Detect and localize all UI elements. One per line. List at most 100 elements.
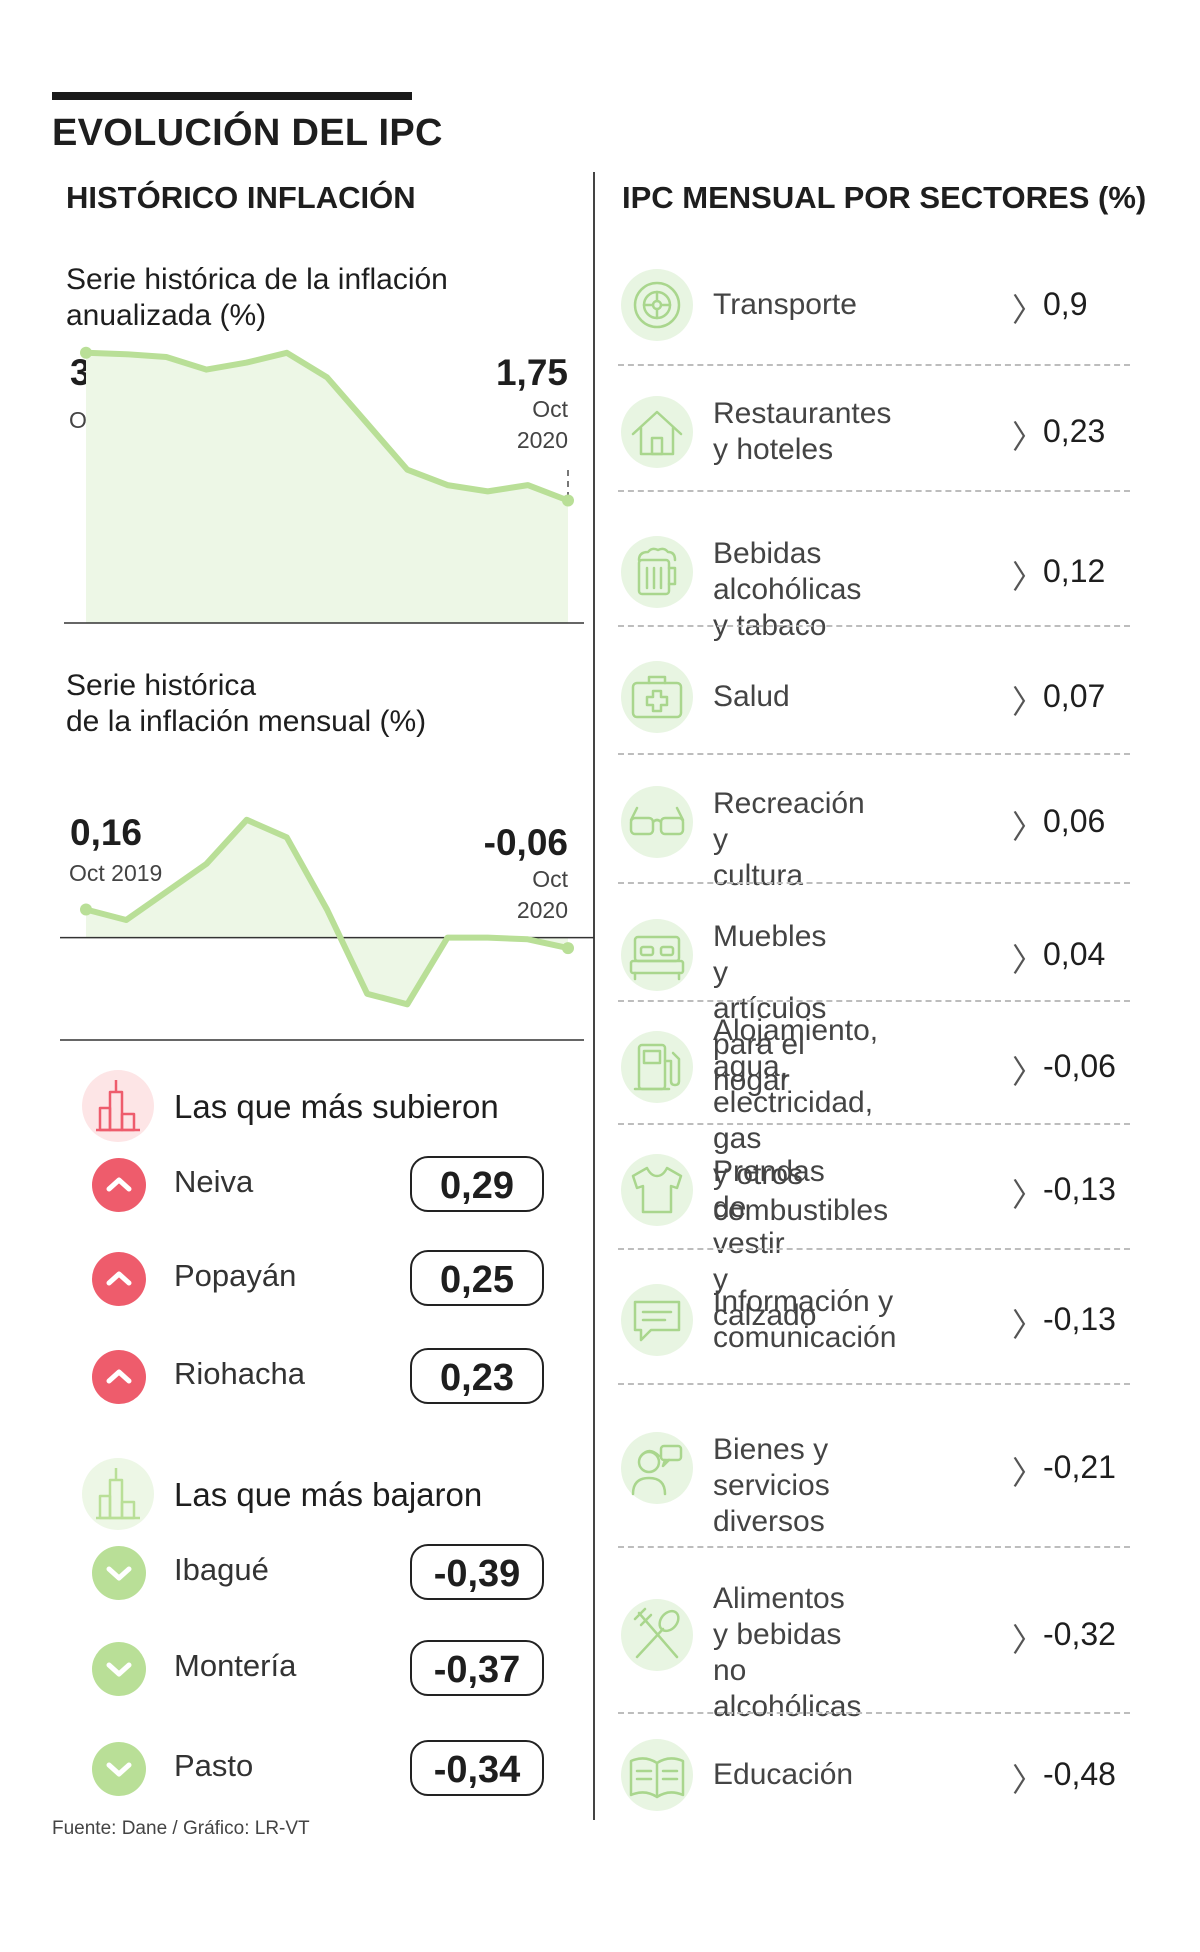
sector-name: Educación [713, 1757, 853, 1793]
beer-mug-icon [621, 536, 693, 608]
chat-bubble-icon [621, 1284, 693, 1356]
city-name: Popayán [174, 1258, 297, 1293]
monthly-end-value: -0,06 [483, 822, 568, 863]
cities-up-title: Las que más subieron [174, 1088, 499, 1125]
bed-icon [621, 919, 693, 991]
fuel-pump-icon [621, 1031, 693, 1103]
arrow-down-icon [92, 1742, 146, 1796]
city-name: Ibagué [174, 1552, 269, 1587]
sector-divider [618, 1712, 1130, 1714]
city-value: -0,37 [410, 1640, 544, 1696]
column-divider [593, 172, 595, 1820]
sector-divider [618, 625, 1130, 627]
sector-name-line: Salud [713, 680, 790, 713]
sector-name-line: Educación [713, 1758, 854, 1791]
series-area [86, 352, 568, 623]
arrow-up-icon [92, 1350, 146, 1404]
chevron-right-icon: 〉 [1012, 292, 1045, 328]
city-value: -0,39 [410, 1544, 544, 1600]
monthly-chart-title: Serie histórica de la inflación mensual … [66, 668, 426, 740]
sector-value: 0,07 [1043, 678, 1106, 714]
source-note: Fuente: Dane / Gráfico: LR-VT [52, 1818, 310, 1839]
sector-value: -0,48 [1043, 1756, 1116, 1792]
sector-value: -0,13 [1043, 1301, 1116, 1337]
sector-divider [618, 1383, 1130, 1385]
sector-name: Muebles y artículos para el hogar [713, 919, 826, 1099]
chevron-right-icon: 〉 [1012, 1622, 1045, 1658]
monthly-start-label: Oct 2019 [69, 860, 163, 886]
chevron-right-icon: 〉 [1012, 1455, 1045, 1491]
first-aid-kit-icon [621, 661, 693, 733]
chevron-right-icon: 〉 [1012, 942, 1045, 978]
sector-divider [618, 1000, 1130, 1002]
arrow-up-icon [92, 1158, 146, 1212]
chevron-right-icon: 〉 [1012, 419, 1045, 455]
sector-name: Recreación y cultura [713, 786, 865, 894]
sector-name-line: diversos [713, 1505, 825, 1538]
buildings-down-icon [82, 1458, 154, 1530]
book-icon [621, 1739, 693, 1811]
person-service-icon [621, 1432, 693, 1504]
sector-divider [618, 753, 1130, 755]
chevron-right-icon: 〉 [1012, 809, 1045, 845]
sector-name-line: comunicación [713, 1321, 897, 1354]
sector-divider [618, 1248, 1130, 1250]
monthly-end-label-year: 2020 [516, 897, 568, 923]
sector-name: Alojamiento, agua, electricidad, gas y otr… [713, 1013, 888, 1229]
sector-name-line: cultura [713, 859, 804, 892]
city-name: Pasto [174, 1748, 254, 1783]
house-icon [621, 396, 693, 468]
annual-end-value: 1,75 [495, 352, 568, 393]
glasses-icon [621, 786, 693, 858]
sector-value: 0,06 [1043, 803, 1106, 839]
sector-value: 0,04 [1043, 936, 1106, 972]
data-point [562, 494, 574, 507]
chevron-right-icon: 〉 [1012, 1307, 1045, 1343]
sector-name: Alimentos y bebidas no alcohólicas [713, 1581, 861, 1725]
wheel-icon [621, 269, 693, 341]
sector-name-line: para el hogar [713, 1028, 805, 1097]
sector-divider [618, 882, 1130, 884]
title-rule [52, 92, 412, 100]
annual-chart-title-line-2: anualizada (%) [66, 299, 267, 332]
page-title: EVOLUCIÓN DEL IPC [52, 112, 443, 154]
sector-value: -0,13 [1043, 1171, 1116, 1207]
monthly-end-label-month: Oct [532, 866, 568, 892]
sector-name-line: electricidad, gas [713, 1086, 874, 1155]
sector-name: Información y comunicación [713, 1284, 896, 1356]
sector-name: Bienes y servicios diversos [713, 1432, 830, 1540]
sector-name-line: y otros combustibles [713, 1158, 889, 1227]
annual-end-label-year: 2020 [516, 427, 568, 453]
monthly-start-value: 0,16 [70, 812, 143, 853]
right-section-title: IPC MENSUAL POR SECTORES (%) [622, 180, 1147, 215]
city-name: Neiva [174, 1164, 254, 1199]
fork-spoon-icon [621, 1599, 693, 1671]
sector-value: -0,06 [1043, 1048, 1116, 1084]
sector-name: Bebidas alcohólicas y tabaco [713, 536, 861, 644]
monthly-chart-title-line-2: de la inflación mensual (%) [66, 705, 427, 738]
arrow-down-icon [92, 1642, 146, 1696]
sector-name: Salud [713, 679, 790, 715]
sector-value: -0,32 [1043, 1616, 1116, 1652]
city-name: Riohacha [174, 1356, 305, 1391]
city-value: -0,34 [410, 1740, 544, 1796]
sector-name-line: Alojamiento, agua, [713, 1014, 879, 1083]
sector-divider [618, 1546, 1130, 1548]
annual-end-label-month: Oct [532, 396, 568, 422]
sector-name: Prendas de vestir y calzado [713, 1154, 825, 1334]
annual-chart-title-line-1: Serie histórica de la inflación [66, 263, 448, 296]
cities-down-title: Las que más bajaron [174, 1476, 483, 1513]
monthly-inflation-chart [60, 816, 594, 1041]
sector-name-line: Recreación y [713, 787, 865, 856]
arrow-down-icon [92, 1546, 146, 1600]
sector-name-line: Prendas de vestir [713, 1155, 825, 1260]
data-point [562, 942, 574, 955]
sector-name-line: Bienes y servicios [713, 1433, 830, 1502]
sector-name-line: Muebles y artículos [713, 920, 827, 1025]
sector-value: 0,23 [1043, 413, 1106, 449]
data-point [80, 346, 92, 359]
sector-value: 0,12 [1043, 553, 1106, 589]
sector-divider [618, 364, 1130, 366]
chevron-right-icon: 〉 [1012, 1054, 1045, 1090]
city-value: 0,29 [410, 1156, 544, 1212]
